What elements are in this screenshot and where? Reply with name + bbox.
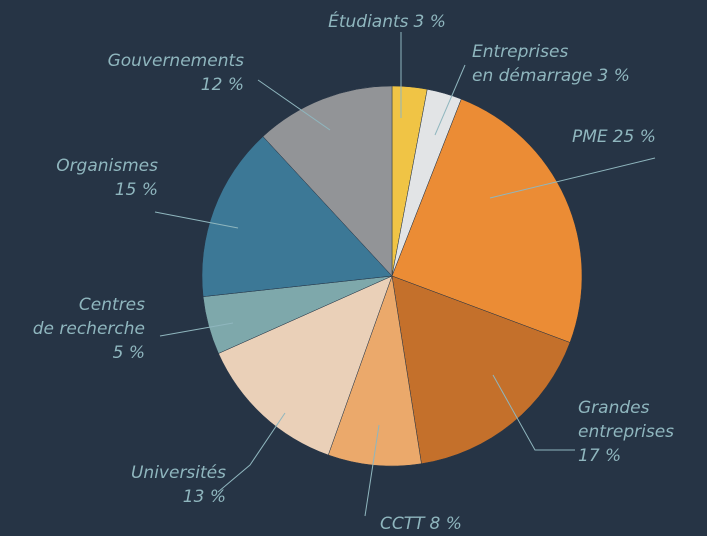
value-label: 3 % xyxy=(414,12,446,32)
leader-line xyxy=(217,412,286,493)
category-label: Organismes xyxy=(56,156,158,176)
value-label: 3 % xyxy=(598,66,630,86)
pie-slice xyxy=(201,136,393,297)
slice-label: CCTT 8 % xyxy=(380,514,462,534)
category-label: Étudiants xyxy=(328,10,409,32)
slice-label: Entreprises en démarrage 3 % xyxy=(472,42,630,86)
category-label: PME xyxy=(572,127,608,147)
leader-line xyxy=(364,424,380,517)
leader-line xyxy=(154,211,239,229)
category-label: Grandes xyxy=(578,398,650,418)
leader-line xyxy=(159,322,234,337)
pie-slice xyxy=(391,275,571,464)
slice-label: PME 25 % xyxy=(572,127,656,147)
leader-line xyxy=(489,157,656,199)
slice-label: Universités 13 % xyxy=(131,463,226,507)
value-label: 12 % xyxy=(201,75,244,95)
leader-line xyxy=(492,374,575,451)
slice-label: Grandes entreprises 17 % xyxy=(578,398,674,466)
category-label: Gouvernements xyxy=(108,51,245,71)
category-label: CCTT xyxy=(380,514,426,534)
category-label: de recherche xyxy=(33,319,145,339)
slice-label: Étudiants 3 % xyxy=(328,10,446,32)
category-label: Universités xyxy=(131,463,226,483)
leader-line xyxy=(257,79,331,131)
slice-label: Organismes 15 % xyxy=(56,156,158,200)
pie-slice xyxy=(218,275,393,456)
slice-label: Gouvernements 12 % xyxy=(108,51,245,95)
leader-line xyxy=(434,64,466,136)
pie-slice xyxy=(327,275,422,467)
value-label: 25 % xyxy=(613,127,656,147)
category-label: entreprises xyxy=(578,422,674,442)
category-label: Entreprises xyxy=(472,42,568,62)
pie-slice xyxy=(391,98,583,343)
category-label: en démarrage xyxy=(472,66,593,86)
category-label: Centres xyxy=(79,295,145,315)
value-label: 8 % xyxy=(430,514,462,534)
value-label: 5 % xyxy=(113,343,145,363)
value-label: 17 % xyxy=(578,446,621,466)
slice-label: Centres de recherche 5 % xyxy=(33,295,145,363)
value-label: 13 % xyxy=(183,487,226,507)
pie-slice xyxy=(262,85,393,277)
value-label: 15 % xyxy=(115,180,158,200)
